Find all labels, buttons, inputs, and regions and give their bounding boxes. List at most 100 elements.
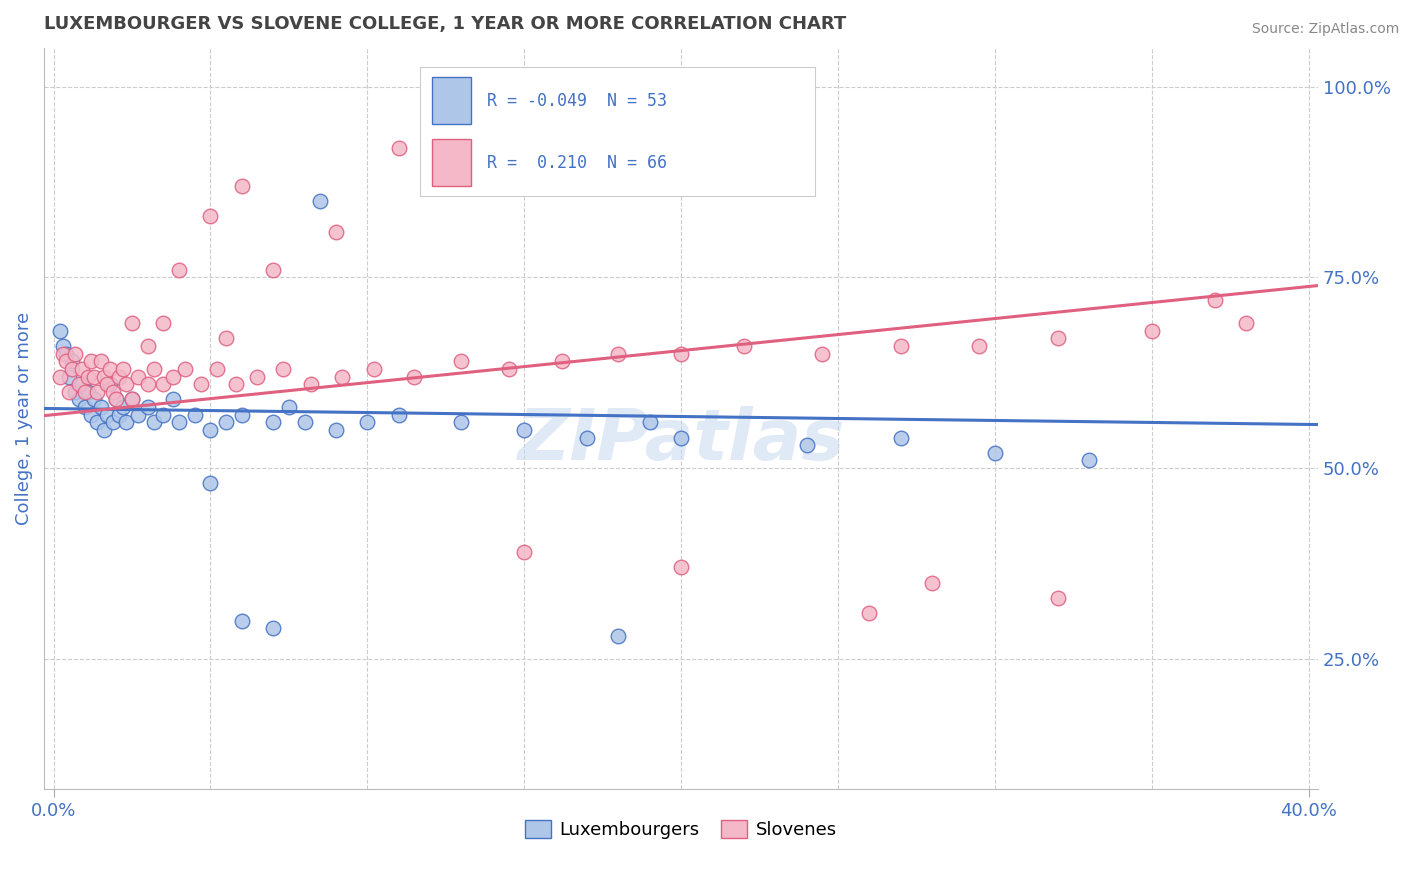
Point [294,415,316,429]
Point [190,377,212,392]
Point [67,377,90,392]
Point [60,354,83,368]
Point [733,339,755,353]
Point [93,369,115,384]
Point [388,408,411,422]
Point [205,362,228,376]
Point [55,354,77,368]
Point [101,384,124,399]
Point [811,346,834,360]
Point [325,225,347,239]
Point [271,362,294,376]
Point [77,384,100,399]
Point [65,346,87,360]
Point [86,384,108,399]
Point [325,423,347,437]
Point [984,446,1007,460]
Point [49,369,72,384]
Point [70,362,93,376]
Point [121,392,143,407]
Point [356,415,378,429]
Point [108,408,131,422]
Point [277,400,299,414]
Point [83,392,105,407]
Point [49,324,72,338]
Point [551,354,574,368]
Point [101,415,124,429]
Point [67,392,90,407]
Point [858,606,880,620]
Point [184,408,207,422]
Point [111,400,134,414]
Point [98,377,121,392]
Point [262,262,284,277]
Point [363,362,385,376]
Point [121,316,143,330]
Point [114,415,136,429]
Point [1234,316,1257,330]
Point [114,377,136,392]
Point [136,400,159,414]
Point [174,362,197,376]
Point [967,339,990,353]
Point [513,423,536,437]
Point [142,362,165,376]
Point [262,621,284,635]
Point [262,415,284,429]
Point [111,362,134,376]
Point [231,178,253,193]
Point [1046,331,1069,345]
Point [86,415,108,429]
Point [921,575,943,590]
Point [60,362,83,376]
Point [890,431,912,445]
Point [65,384,87,399]
Point [127,408,149,422]
Point [142,415,165,429]
Point [58,369,80,384]
Point [309,194,332,208]
Point [1204,293,1226,308]
Point [73,384,96,399]
Point [162,392,184,407]
Point [96,408,118,422]
Point [127,369,149,384]
Point [108,369,131,384]
Point [607,629,630,643]
Point [121,392,143,407]
Point [575,431,598,445]
Point [136,377,159,392]
Point [80,408,103,422]
Point [80,354,103,368]
Point [105,392,128,407]
Point [388,141,411,155]
Point [77,369,100,384]
Point [52,346,75,360]
Point [215,415,238,429]
Point [231,408,253,422]
Point [890,339,912,353]
Point [90,400,112,414]
Point [152,408,174,422]
Point [52,339,75,353]
Y-axis label: College, 1 year or more: College, 1 year or more [15,312,32,525]
Legend: Luxembourgers, Slovenes: Luxembourgers, Slovenes [519,813,844,847]
Point [225,377,247,392]
Point [669,431,692,445]
Point [215,331,238,345]
Point [96,377,118,392]
Point [246,369,269,384]
Text: LUXEMBOURGER VS SLOVENE COLLEGE, 1 YEAR OR MORE CORRELATION CHART: LUXEMBOURGER VS SLOVENE COLLEGE, 1 YEAR … [44,15,846,33]
Point [152,377,174,392]
Point [450,354,472,368]
Point [90,354,112,368]
Point [73,400,96,414]
Point [55,346,77,360]
Point [669,346,692,360]
Point [98,362,121,376]
Point [1140,324,1163,338]
Point [200,476,222,491]
Point [1046,591,1069,605]
Point [136,339,159,353]
Point [162,369,184,384]
